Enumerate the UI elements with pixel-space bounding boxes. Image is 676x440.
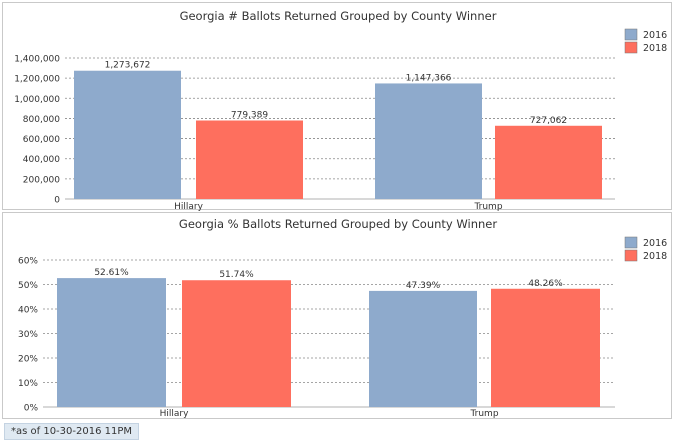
y-tick-label: 600,000 bbox=[23, 135, 60, 145]
data-label: 779,389 bbox=[231, 111, 268, 121]
footnote: *as of 10-30-2016 11PM bbox=[4, 423, 140, 440]
bar-2016-trump bbox=[369, 290, 477, 407]
bar-2018-hillary bbox=[196, 120, 303, 199]
x-category-label: Trump bbox=[469, 409, 498, 419]
data-label: 48.26% bbox=[528, 279, 563, 289]
legend-label: 2018 bbox=[643, 251, 667, 262]
ballots-count-chart-panel: Georgia # Ballots Returned Grouped by Co… bbox=[2, 2, 672, 211]
ballots-percent-chart: Georgia % Ballots Returned Grouped by Co… bbox=[18, 217, 667, 419]
ballots-percent-chart-panel: Georgia % Ballots Returned Grouped by Co… bbox=[2, 212, 672, 419]
legend-label: 2016 bbox=[643, 238, 667, 249]
y-tick-label: 1,400,000 bbox=[14, 55, 60, 65]
x-category-label: Hillary bbox=[160, 409, 189, 419]
legend-swatch-2016 bbox=[624, 28, 638, 41]
y-tick-label: 40% bbox=[18, 306, 38, 316]
y-tick-label: 800,000 bbox=[23, 115, 60, 125]
y-tick-label: 1,200,000 bbox=[14, 75, 60, 85]
y-tick-label: 0% bbox=[24, 404, 39, 414]
legend-label: 2018 bbox=[643, 43, 667, 54]
data-label: 52.61% bbox=[94, 268, 129, 278]
bar-2016-trump bbox=[375, 83, 482, 199]
bar-2018-trump bbox=[495, 125, 602, 199]
y-tick-label: 0 bbox=[54, 196, 60, 206]
data-label: 727,062 bbox=[530, 116, 567, 126]
ballots-count-chart: Georgia # Ballots Returned Grouped by Co… bbox=[14, 9, 667, 211]
bar-2016-hillary bbox=[57, 278, 166, 407]
data-label: 51.74% bbox=[219, 270, 254, 280]
y-tick-label: 20% bbox=[18, 355, 38, 365]
y-tick-label: 60% bbox=[18, 257, 38, 267]
legend-swatch-2016 bbox=[624, 236, 638, 249]
y-tick-label: 1,000,000 bbox=[14, 95, 60, 105]
chart-title: Georgia # Ballots Returned Grouped by Co… bbox=[180, 9, 497, 23]
legend-swatch-2018 bbox=[624, 41, 638, 54]
data-label: 1,273,672 bbox=[105, 61, 151, 71]
y-tick-label: 10% bbox=[18, 379, 38, 389]
chart-title: Georgia % Ballots Returned Grouped by Co… bbox=[179, 217, 497, 231]
y-tick-label: 50% bbox=[18, 281, 38, 291]
data-label: 47.39% bbox=[406, 281, 441, 291]
legend-swatch-2018 bbox=[624, 249, 638, 262]
bar-2018-hillary bbox=[182, 280, 291, 407]
y-tick-label: 400,000 bbox=[23, 155, 60, 165]
bar-2016-hillary bbox=[74, 70, 181, 199]
bar-2018-trump bbox=[491, 288, 600, 407]
legend-label: 2016 bbox=[643, 30, 667, 41]
x-category-label: Hillary bbox=[174, 202, 203, 211]
y-tick-label: 200,000 bbox=[23, 175, 60, 185]
x-category-label: Trump bbox=[473, 202, 502, 211]
data-label: 1,147,366 bbox=[406, 73, 452, 83]
y-tick-label: 30% bbox=[18, 330, 38, 340]
